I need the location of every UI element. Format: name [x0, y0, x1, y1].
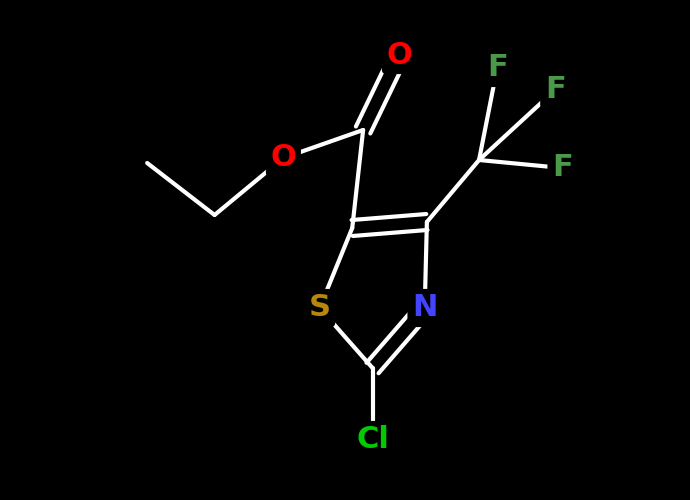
Text: F: F [552, 154, 573, 182]
Text: F: F [487, 54, 508, 82]
Text: N: N [412, 294, 437, 322]
Text: O: O [270, 144, 296, 172]
Text: Cl: Cl [356, 426, 389, 454]
Text: O: O [386, 40, 413, 70]
Text: F: F [545, 76, 566, 104]
Text: S: S [308, 294, 331, 322]
